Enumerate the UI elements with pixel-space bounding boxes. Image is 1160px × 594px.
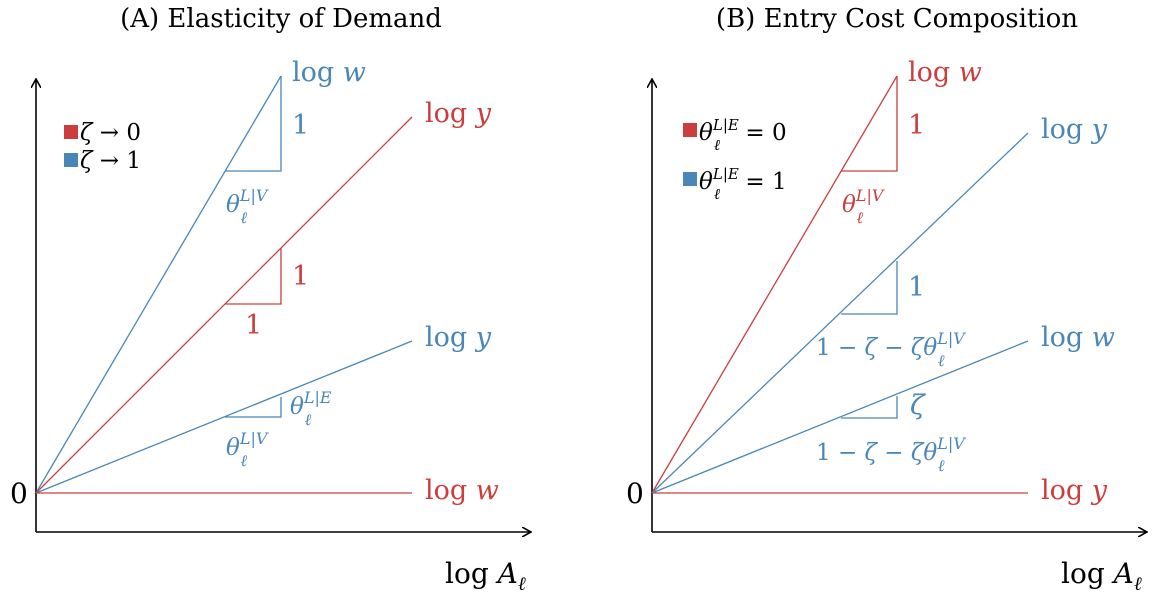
panel-b-legend-red: θL|E ℓ = 0 [699,116,787,154]
panel-b-x-axis-label: log Aℓ [1061,557,1142,594]
panel-b: (B) Entry Cost Composition 0 log Aℓ θL|E… [626,4,1146,594]
panel-b-slope-triangle-2 [841,261,898,315]
panel-b-title: (B) Entry Cost Composition [716,4,1078,34]
panel-b-label-log-w-blue: log w [1041,322,1115,353]
panel-a-triangle-2-horizontal: 1 [245,310,262,341]
panel-b-legend-blue: θL|E ℓ = 1 [699,165,787,203]
panel-b-label-log-y-blue: log y [1041,114,1108,145]
panel-b-slope-triangle-3 [841,396,898,419]
panel-a-legend-blue: ζ → 1 [80,148,141,174]
panel-a-line-log-y-diag [35,116,413,494]
panel-b-label-log-w-top: log w [908,57,982,88]
panel-b-triangle-3-horizontal: 1 − ζ − ζθL|V ℓ [816,434,966,475]
panel-b-origin-label: 0 [626,477,644,510]
panel-a: (A) Elasticity of Demand 0 log Aℓ ζ → 0 … [10,4,530,594]
panel-b-label-log-y-red: log y [1041,475,1108,506]
panel-b-line-log-y-blue [651,132,1029,494]
panel-b-legend-swatch-red [683,123,697,137]
panel-b-triangle-3-vertical: ζ [910,390,926,421]
panel-b-triangle-1-vertical: 1 [908,110,925,141]
panel-a-slope-triangle-3 [225,397,282,418]
panel-a-triangle-3-vertical: θL|E ℓ [290,388,332,429]
panel-a-label-log-y-red: log y [425,98,492,129]
panel-a-triangle-3-horizontal: θL|V ℓ [226,429,269,470]
panel-a-origin-label: 0 [10,477,28,510]
panel-a-legend-swatch-blue [64,153,78,167]
panel-a-x-axis-label: log Aℓ [445,557,526,594]
panel-a-slope-triangle-2 [225,248,282,305]
panel-a-line-log-y-shallow [35,340,413,494]
panel-a-legend-red: ζ → 0 [80,120,141,146]
panel-a-triangle-1-vertical: 1 [292,110,309,141]
panel-a-title: (A) Elasticity of Demand [120,4,442,34]
panel-a-legend-swatch-red [64,125,78,139]
panel-b-line-log-w-steep [651,75,898,494]
panel-a-triangle-2-vertical: 1 [292,261,309,292]
panel-b-triangle-2-vertical: 1 [908,272,925,303]
panel-a-triangle-1-horizontal: θL|V ℓ [226,186,269,227]
panel-a-label-log-w-red: log w [425,475,499,506]
panel-b-triangle-2-horizontal: 1 − ζ − ζθL|V ℓ [816,329,966,370]
panel-a-label-log-y-blue: log y [425,322,492,353]
panel-b-legend-swatch-blue [683,172,697,186]
panel-a-slope-triangle-1 [225,76,282,172]
panel-a-label-log-w-top: log w [292,57,366,88]
panel-b-slope-triangle-1 [841,76,898,172]
panel-a-line-log-w-steep [35,75,282,494]
panel-b-triangle-1-horizontal: θL|V ℓ [842,186,885,227]
panel-b-line-log-w-blue [651,340,1029,494]
